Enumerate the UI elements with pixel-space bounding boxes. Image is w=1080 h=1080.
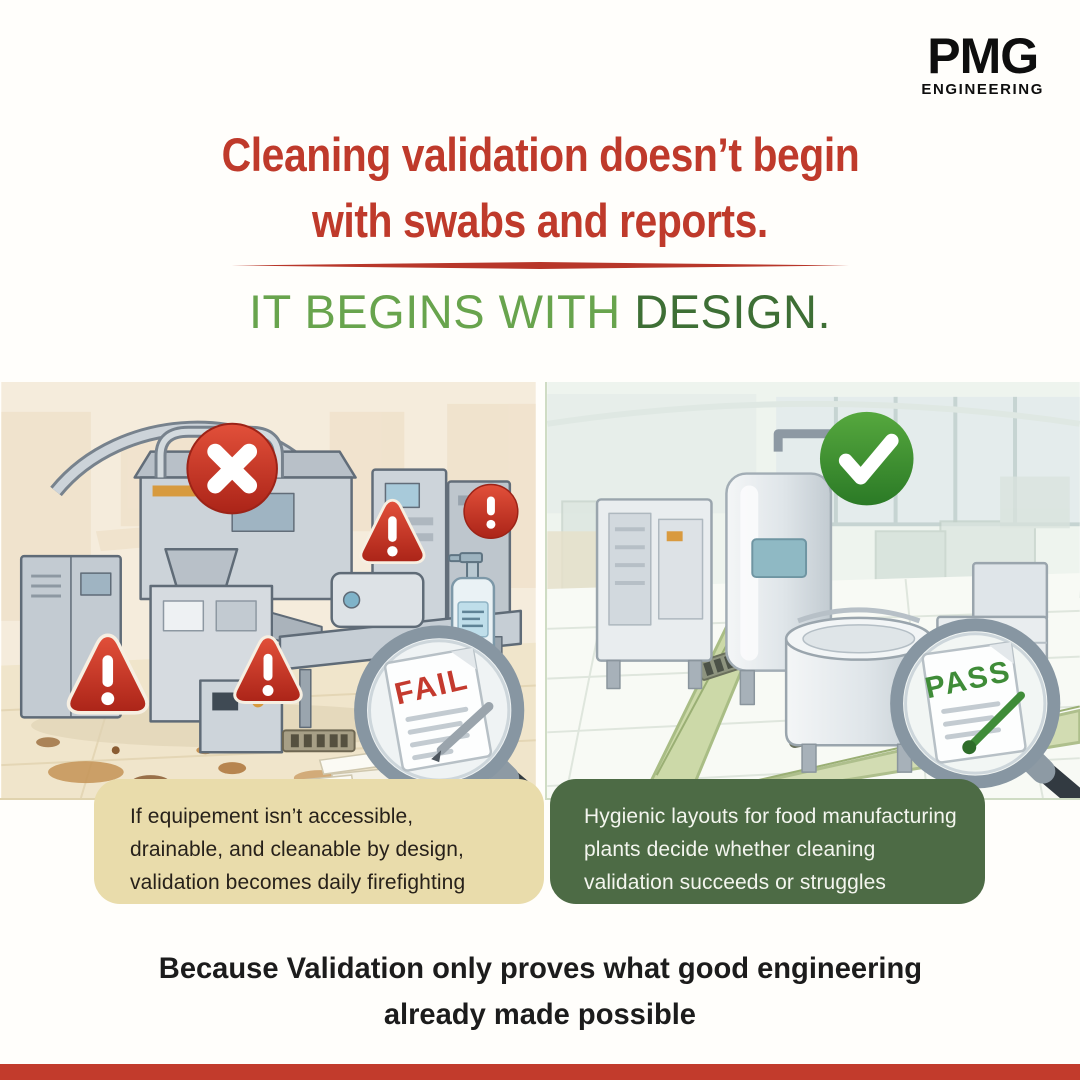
pmg-logo: PMG ENGINEERING (921, 28, 1044, 98)
fail-caption-line-1: If equipement isn’t accessible, (130, 805, 414, 828)
divider-line (231, 262, 849, 269)
pass-caption-line-3: validation succeeds or struggles (584, 871, 887, 894)
subheadline-prefix: IT BEGINS WITH (248, 285, 635, 338)
fail-caption-box: If equipement isn’t accessible, drainabl… (94, 779, 544, 904)
footer-line-2: already made possible (383, 998, 697, 1031)
fail-illustration-panel: FAIL (0, 382, 537, 800)
subheadline-emphasis: DESIGN. (634, 285, 832, 338)
warning-triangle-icon (233, 635, 303, 704)
fail-caption-line-3: validation becomes daily firefighting (130, 871, 466, 894)
fail-scene-illustration: FAIL (1, 382, 537, 798)
headline-line-2: with swabs and reports. (312, 194, 768, 247)
pass-caption-line-1: Hygienic layouts for food manufacturing (584, 805, 957, 828)
warning-triangle-icon (359, 498, 426, 565)
fail-caption-line-2: drainable, and cleanable by design, (130, 838, 464, 861)
warning-triangle-icon (66, 633, 149, 715)
headline-line-1: Cleaning validation doesn’t begin (221, 128, 859, 181)
pass-magnifier-icon: PASS (890, 618, 1080, 798)
pass-scene-illustration: PASS (547, 382, 1080, 798)
logo-name: PMG (927, 28, 1039, 84)
bottom-accent-bar (0, 1064, 1080, 1080)
pass-illustration-panel: PASS (545, 382, 1080, 800)
pass-caption-box: Hygienic layouts for food manufacturing … (550, 779, 985, 904)
headline: Cleaning validation doesn’t begin with s… (0, 122, 1080, 254)
exclamation-circle-icon (463, 483, 519, 539)
check-circle-icon (819, 411, 914, 506)
footer-statement: Because Validation only proves what good… (0, 946, 1080, 1038)
pass-caption-line-2: plants decide whether cleaning (584, 838, 876, 861)
cross-circle-icon (186, 422, 278, 515)
logo-subtitle: ENGINEERING (921, 81, 1044, 98)
subheadline: IT BEGINS WITH DESIGN. (0, 286, 1080, 338)
footer-line-1: Because Validation only proves what good… (158, 952, 922, 985)
dirty-drain-grate (281, 729, 356, 753)
